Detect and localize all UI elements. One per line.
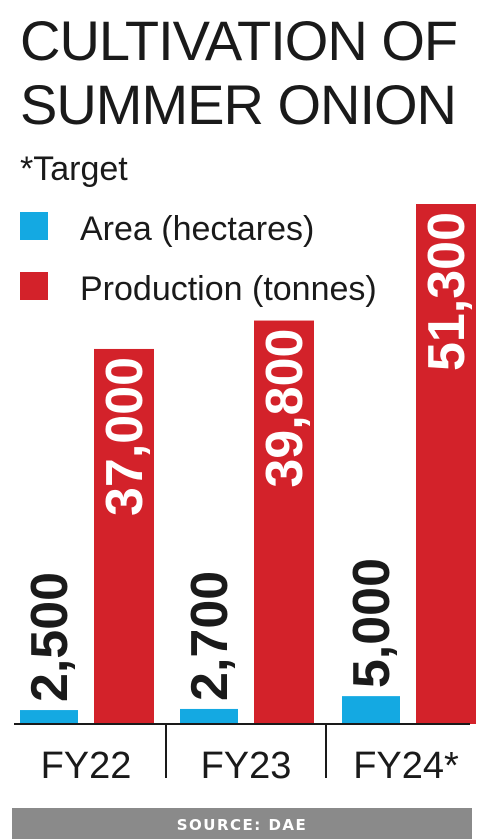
bar-area-fy22: [20, 710, 78, 724]
value-label-production-fy23: 39,800: [256, 329, 314, 488]
bar-area-fy24: [342, 696, 400, 724]
source-text: SOURCE: DAE: [177, 816, 308, 834]
value-labels: 2,500 37,000 2,700 39,800 5,000 51,300: [21, 212, 476, 702]
bar-area-fy23: [180, 708, 238, 724]
source-bar: [12, 808, 472, 839]
value-label-production-fy22: 37,000: [96, 357, 154, 516]
target-note: *Target: [20, 150, 128, 188]
x-tick-label-fy24: FY24*: [353, 745, 459, 787]
chart-title-line-2: SUMMER ONION: [20, 73, 456, 136]
legend: Area (hectares) Production (tonnes): [20, 210, 377, 308]
x-tick-label-fy22: FY22: [41, 745, 132, 787]
x-axis-ticks: FY22 FY23 FY24*: [41, 745, 459, 787]
legend-label-production: Production (tonnes): [80, 270, 377, 308]
chart-title-line-1: CULTIVATION OF: [20, 9, 457, 72]
bar-production-fy23: [254, 320, 314, 724]
x-tick-label-fy23: FY23: [201, 745, 292, 787]
value-label-production-fy24: 51,300: [418, 212, 476, 371]
legend-label-area: Area (hectares): [80, 210, 314, 248]
bar-production-fy24: [416, 204, 476, 724]
value-label-area-fy23: 2,700: [181, 571, 239, 701]
value-label-area-fy22: 2,500: [21, 572, 79, 702]
bars: [20, 204, 476, 724]
legend-swatch-area: [20, 212, 48, 240]
value-label-area-fy24: 5,000: [343, 558, 401, 688]
legend-swatch-production: [20, 272, 48, 300]
bar-production-fy22: [94, 348, 154, 724]
